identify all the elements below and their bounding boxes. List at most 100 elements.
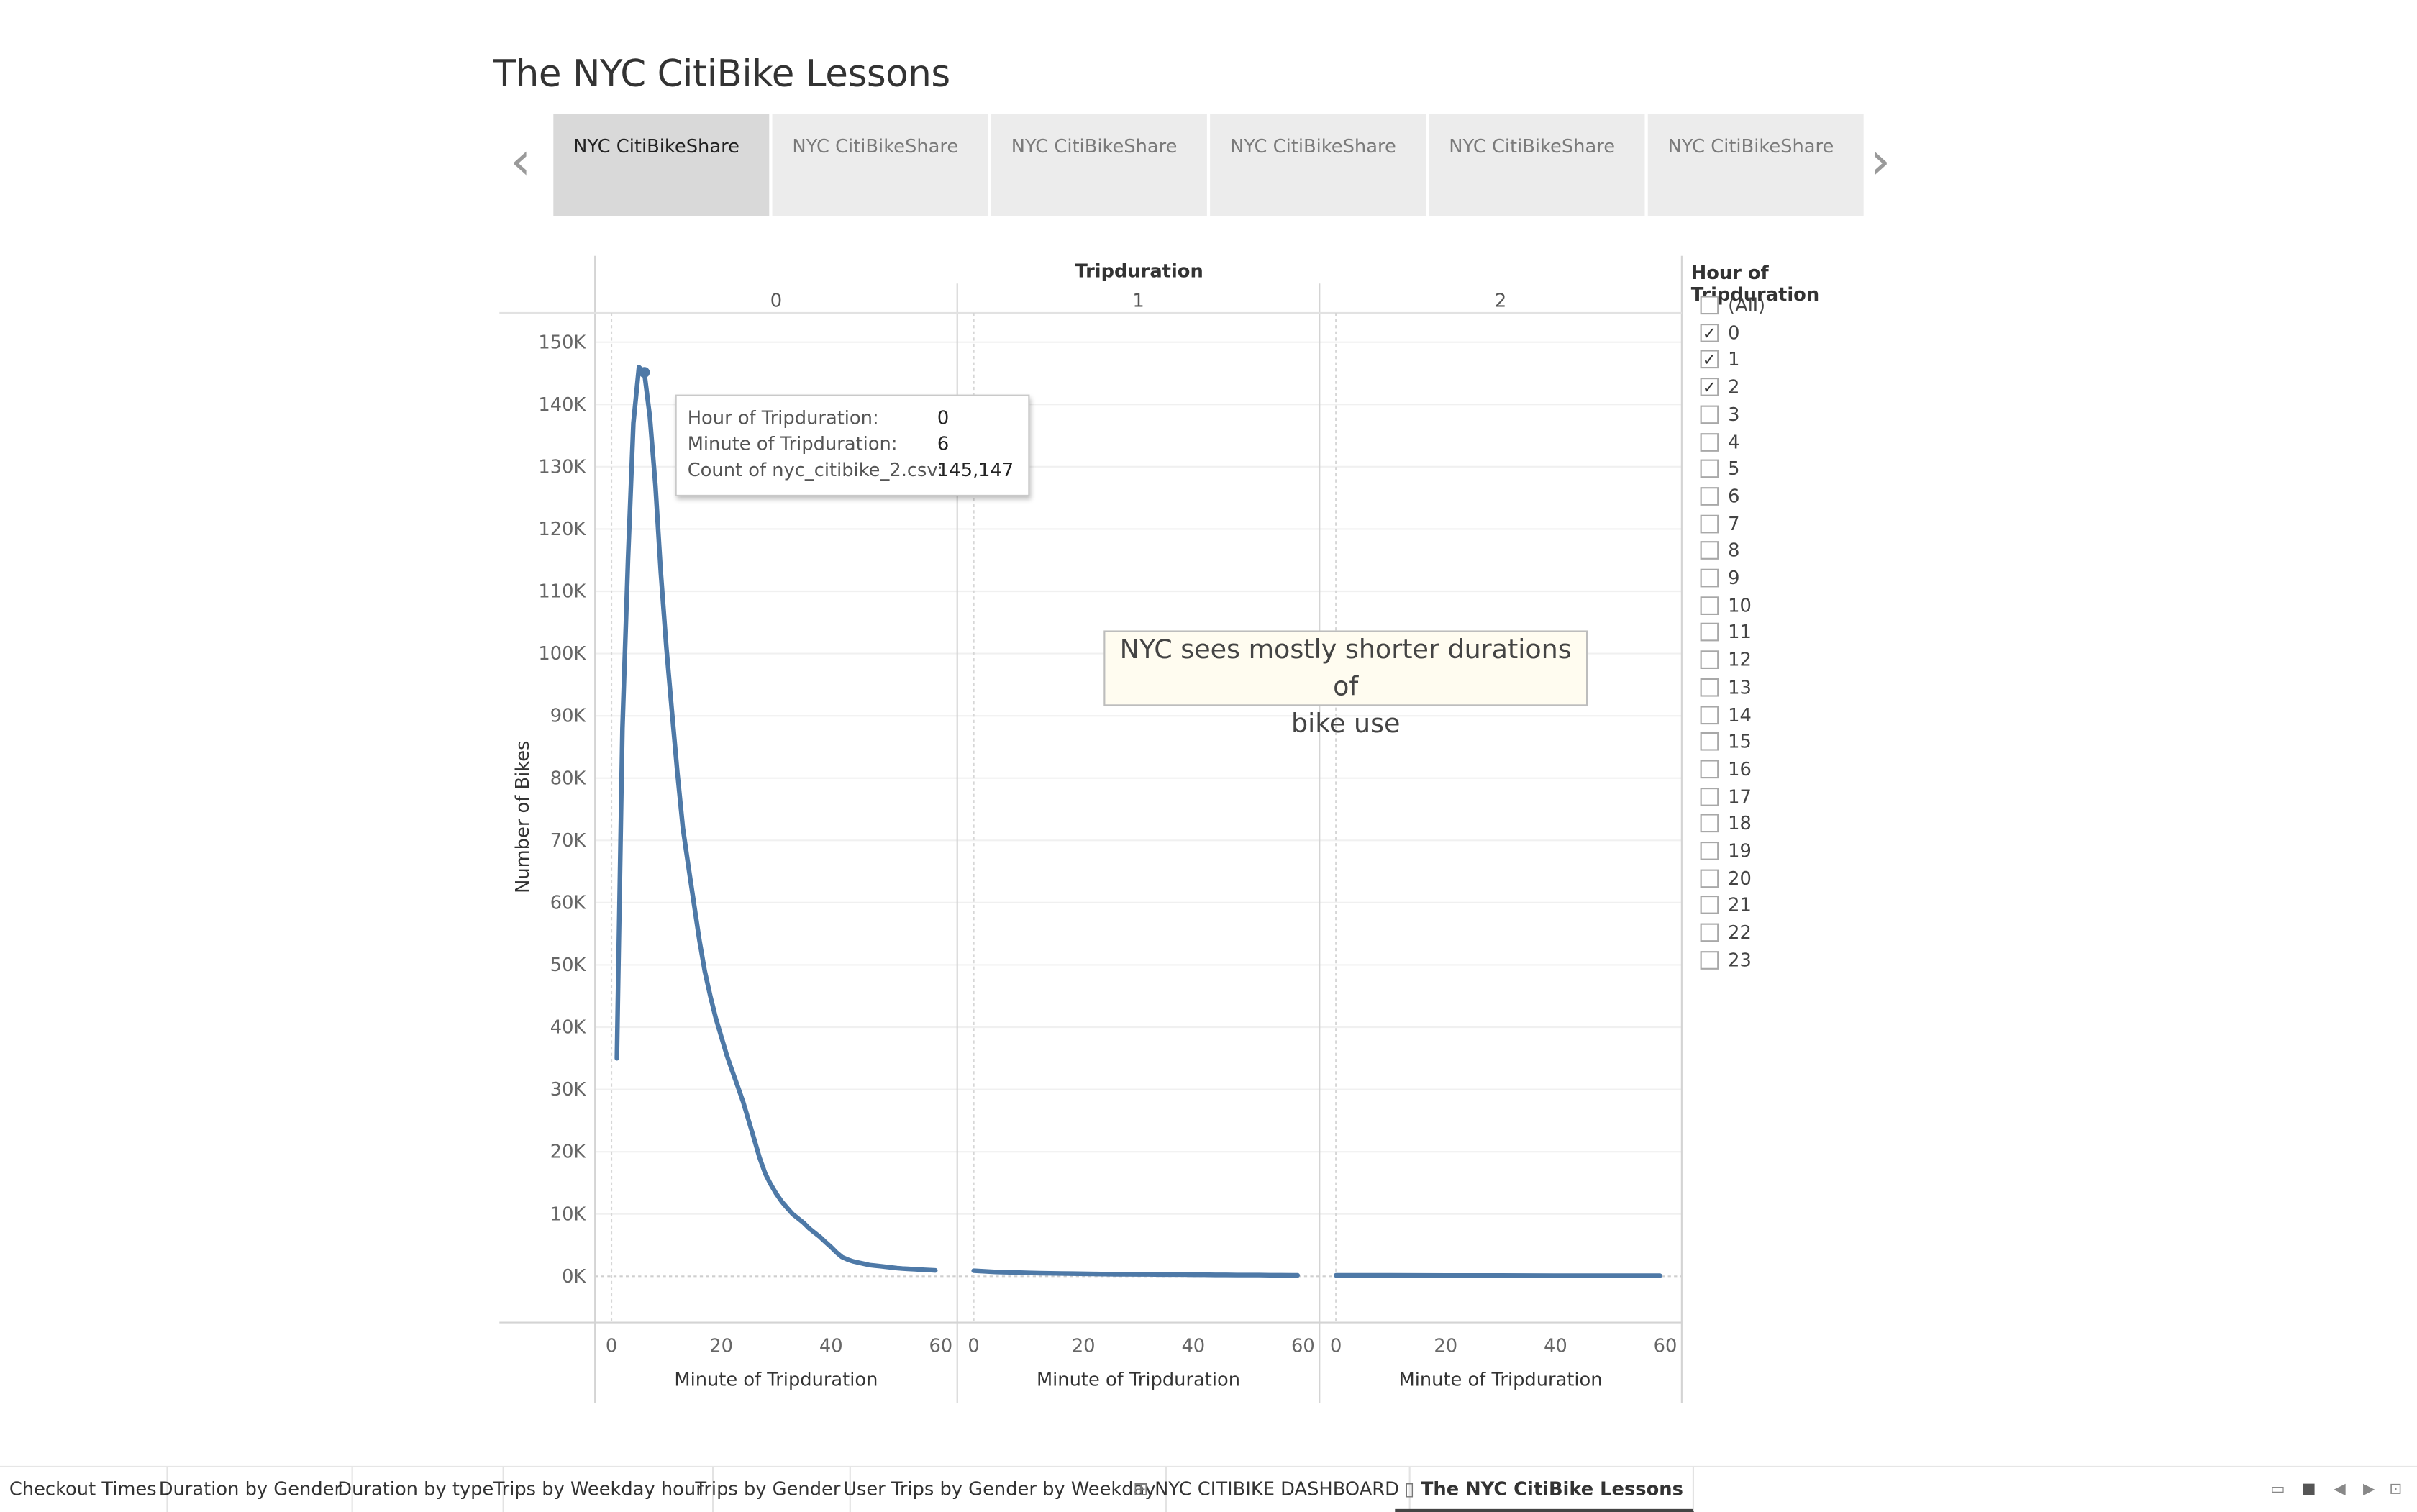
tab-checkout-times[interactable]: Checkout Times bbox=[0, 1467, 168, 1512]
tab-label: User Trips by Gender by Weekday bbox=[843, 1478, 1155, 1500]
y-tick-label: 100K bbox=[538, 643, 586, 665]
x-tick-label: 40 bbox=[819, 1335, 843, 1357]
checkbox-unchecked[interactable] bbox=[1701, 787, 1719, 806]
filter-option-label: 17 bbox=[1728, 785, 1752, 807]
checkbox-unchecked[interactable] bbox=[1701, 296, 1719, 314]
checkbox-checked[interactable]: ✓ bbox=[1701, 378, 1719, 396]
filter-option-label: 4 bbox=[1728, 431, 1739, 452]
tab-duration-by-gender[interactable]: Duration by Gender bbox=[150, 1467, 352, 1512]
x-tick-label: 0 bbox=[606, 1335, 617, 1357]
y-tick-label: 20K bbox=[550, 1142, 587, 1163]
y-tick-label: 70K bbox=[550, 830, 587, 852]
filter-option-label: 10 bbox=[1728, 594, 1752, 616]
tooltip-label: Hour of Tripduration: bbox=[688, 407, 879, 429]
filter-option-label: 12 bbox=[1728, 649, 1752, 670]
y-axis-label: Number of Bikes bbox=[512, 741, 534, 893]
y-tick-label: 120K bbox=[538, 519, 586, 540]
series-line-hour-1 bbox=[974, 1271, 1298, 1275]
y-tick-label: 150K bbox=[538, 332, 586, 353]
filter-option-label: 16 bbox=[1728, 758, 1752, 780]
presentation-mode-icon[interactable]: ⊡ bbox=[2389, 1481, 2402, 1498]
filter-option-label: 13 bbox=[1728, 676, 1752, 698]
checkbox-unchecked[interactable] bbox=[1701, 869, 1719, 888]
tooltip-value: 0 bbox=[937, 407, 949, 429]
checkbox-unchecked[interactable] bbox=[1701, 896, 1719, 915]
checkbox-unchecked[interactable] bbox=[1701, 842, 1719, 860]
column-header-title: Tripduration bbox=[1075, 261, 1203, 283]
y-tick-label: 40K bbox=[550, 1017, 587, 1039]
tab-the-nyc-citibike-lessons[interactable]: ▯The NYC CitiBike Lessons bbox=[1395, 1467, 1694, 1512]
tab-duration-by-type[interactable]: Duration by type bbox=[328, 1467, 504, 1512]
checkbox-unchecked[interactable] bbox=[1701, 569, 1719, 588]
filter-option-label: 21 bbox=[1728, 895, 1752, 916]
tooltip-value: 6 bbox=[937, 433, 949, 455]
filter-option-label: 19 bbox=[1728, 840, 1752, 862]
checkbox-checked[interactable]: ✓ bbox=[1701, 350, 1719, 369]
checkbox-unchecked[interactable] bbox=[1701, 924, 1719, 942]
tooltip-label: Minute of Tripduration: bbox=[688, 433, 898, 455]
next-sheet-icon[interactable]: ▶ bbox=[2363, 1481, 2375, 1498]
checkbox-unchecked[interactable] bbox=[1701, 732, 1719, 751]
tooltip-label: Count of nyc_citibike_2.csv: bbox=[688, 460, 943, 481]
checkbox-unchecked[interactable] bbox=[1701, 542, 1719, 560]
y-tick-label: 80K bbox=[550, 768, 587, 789]
single-view-icon[interactable]: ■ bbox=[2301, 1481, 2316, 1498]
tab-nyc-citibike-dashboard[interactable]: ⊞NYC CITIBIKE DASHBOARD bbox=[1124, 1467, 1410, 1512]
x-tick-label: 20 bbox=[1434, 1335, 1457, 1357]
filter-option-label: 6 bbox=[1728, 486, 1739, 507]
tooltip-value: 145,147 bbox=[937, 460, 1014, 481]
y-tick-label: 110K bbox=[538, 581, 586, 603]
previous-sheet-icon[interactable]: ◀ bbox=[2334, 1481, 2346, 1498]
x-tick-label: 40 bbox=[1544, 1335, 1567, 1357]
annotation-line-1: NYC sees mostly shorter durations of bbox=[1105, 632, 1586, 706]
checkbox-unchecked[interactable] bbox=[1701, 760, 1719, 778]
tab-label: NYC CITIBIKE DASHBOARD bbox=[1155, 1478, 1399, 1500]
y-tick-label: 90K bbox=[550, 706, 587, 727]
checkbox-unchecked[interactable] bbox=[1701, 650, 1719, 669]
tab-label: Checkout Times bbox=[9, 1478, 157, 1500]
y-tick-label: 30K bbox=[550, 1079, 587, 1101]
highlighted-point bbox=[639, 367, 650, 378]
filter-option-label: 9 bbox=[1728, 568, 1739, 589]
filter-option-label: 8 bbox=[1728, 540, 1739, 562]
x-tick-label: 20 bbox=[709, 1335, 733, 1357]
checkbox-unchecked[interactable] bbox=[1701, 596, 1719, 615]
panel-header-label: 1 bbox=[1132, 290, 1144, 311]
checkbox-unchecked[interactable] bbox=[1701, 460, 1719, 478]
checkbox-unchecked[interactable] bbox=[1701, 514, 1719, 533]
panel-header-label: 0 bbox=[770, 290, 782, 311]
filter-option-label: 15 bbox=[1728, 731, 1752, 752]
checkbox-unchecked[interactable] bbox=[1701, 487, 1719, 506]
tab-label: Trips by Weekday hour bbox=[493, 1478, 704, 1500]
checkbox-unchecked[interactable] bbox=[1701, 678, 1719, 696]
x-axis-label: Minute of Tripduration bbox=[1399, 1369, 1603, 1390]
x-tick-label: 40 bbox=[1181, 1335, 1205, 1357]
filter-option-label: 22 bbox=[1728, 922, 1752, 944]
filter-option-label: 14 bbox=[1728, 703, 1752, 725]
filmstrip-view-icon[interactable]: ▭ bbox=[2270, 1481, 2285, 1498]
y-tick-label: 60K bbox=[550, 892, 587, 914]
checkbox-unchecked[interactable] bbox=[1701, 405, 1719, 424]
tab-label: Duration by Gender bbox=[159, 1478, 342, 1500]
filter-option-label: 2 bbox=[1728, 376, 1739, 398]
x-tick-label: 60 bbox=[929, 1335, 952, 1357]
tab-trips-by-weekday-hour[interactable]: Trips by Weekday hour bbox=[484, 1467, 714, 1512]
checkbox-unchecked[interactable] bbox=[1701, 814, 1719, 833]
checkbox-unchecked[interactable] bbox=[1701, 624, 1719, 642]
x-tick-label: 20 bbox=[1072, 1335, 1096, 1357]
checkbox-unchecked[interactable] bbox=[1701, 705, 1719, 724]
checkbox-unchecked[interactable] bbox=[1701, 951, 1719, 970]
tab-user-trips-by-gender-by-weekday[interactable]: User Trips by Gender by Weekday bbox=[834, 1467, 1166, 1512]
x-axis-label: Minute of Tripduration bbox=[1037, 1369, 1240, 1390]
checkbox-checked[interactable]: ✓ bbox=[1701, 323, 1719, 342]
checkbox-unchecked[interactable] bbox=[1701, 432, 1719, 451]
panel-header-label: 2 bbox=[1495, 290, 1506, 311]
annotation-box[interactable]: NYC sees mostly shorter durations of bik… bbox=[1103, 630, 1588, 706]
y-tick-label: 140K bbox=[538, 394, 586, 416]
tab-trips-by-gender[interactable]: Trips by Gender bbox=[686, 1467, 852, 1512]
y-tick-label: 10K bbox=[550, 1203, 587, 1225]
sheet-tab-bar: Checkout Times Duration by Gender Durati… bbox=[0, 1466, 2417, 1512]
